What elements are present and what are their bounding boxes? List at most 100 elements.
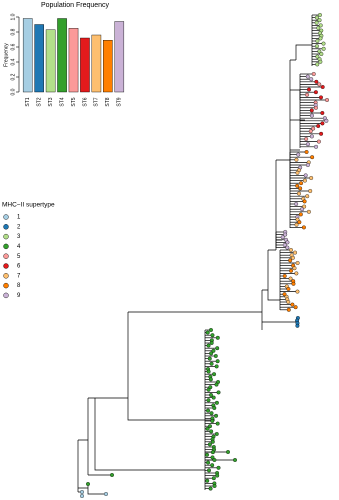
tree-tip [280, 235, 285, 240]
tree-tip [320, 121, 325, 126]
legend-title: MHC−II supertype [2, 202, 55, 209]
tree-tip [226, 450, 230, 454]
tree-tip [308, 189, 313, 193]
tree-tip [319, 52, 324, 56]
tree-tip [307, 87, 311, 92]
tree-tip [294, 222, 299, 227]
tree-tip [316, 124, 321, 128]
x-tick-label: ST3 [48, 97, 54, 106]
tree-tip [293, 250, 297, 255]
tree-tip [303, 173, 308, 178]
tree-tip [80, 494, 84, 498]
tree-tip [209, 361, 214, 366]
tree-tip [324, 118, 329, 123]
legend-label: 7 [17, 273, 21, 279]
tree-tip [207, 356, 212, 361]
tree-tip [110, 473, 114, 477]
legend-label: 9 [17, 293, 21, 299]
tree-tip [207, 468, 211, 473]
tree-tip [206, 343, 211, 348]
tree-tip [321, 41, 326, 46]
tree-tip [215, 359, 220, 364]
tree-branch [128, 289, 297, 330]
tree-tip [296, 191, 301, 196]
tree-tip [302, 204, 307, 209]
tree-tip [302, 199, 307, 204]
tree-tip [319, 131, 324, 136]
legend-swatch [3, 243, 9, 250]
tree-tip [209, 341, 214, 345]
tree-tip [295, 289, 300, 294]
tree-tip [314, 20, 319, 25]
x-tick-label: ST1 [25, 97, 31, 106]
tree-tip [309, 77, 314, 82]
tree-tip [318, 23, 323, 28]
legend-label: 2 [17, 224, 21, 230]
bar [34, 24, 44, 93]
bar [68, 28, 79, 93]
legend-swatch [3, 253, 9, 259]
tree-tip [290, 255, 295, 260]
tree-tip [317, 49, 322, 54]
legend-label: 6 [17, 264, 21, 270]
tree-tip [210, 439, 215, 444]
tree-tip [295, 170, 300, 175]
y-tick-label: 0.2 [10, 73, 16, 80]
tree-tip [318, 59, 323, 64]
tree-tip [294, 271, 299, 276]
tree-tip [314, 144, 319, 149]
tree-tip [283, 232, 288, 237]
tree-tip [282, 274, 287, 278]
tree-tip [205, 452, 209, 457]
tree-tip [297, 220, 302, 225]
tree-tip [294, 157, 299, 162]
tree-tip [208, 377, 213, 382]
tree-tip [282, 243, 287, 247]
tree-tip [295, 261, 300, 265]
tree-tip [214, 364, 219, 369]
bar [114, 21, 125, 93]
tree-tip [288, 248, 293, 252]
tree-tip [313, 90, 318, 95]
tree-tip [285, 245, 290, 250]
tree-tip [320, 85, 325, 89]
tree-tip [205, 426, 210, 431]
tree-tip [325, 98, 329, 102]
tree-tip [208, 424, 212, 429]
tree-branch [77, 440, 106, 495]
tree-tip [298, 212, 303, 217]
tree-tip [216, 465, 221, 470]
tree-tip [288, 258, 293, 263]
tree-tip [317, 82, 322, 87]
tree-tip [211, 348, 216, 353]
tree-tip [209, 429, 214, 434]
tree-tip [210, 455, 215, 460]
legend-swatch [3, 282, 9, 289]
tree-tip [214, 382, 219, 387]
tree-tip [104, 492, 108, 496]
tree-tip [216, 390, 221, 395]
tree-tip [215, 473, 220, 478]
tree-tip [215, 421, 220, 426]
tree-tip [212, 372, 217, 377]
legend-swatch [3, 214, 9, 220]
tree-tip [206, 387, 211, 392]
tree-tip [298, 186, 303, 191]
tree-tip [210, 450, 215, 455]
tree-tip [212, 458, 217, 462]
tree-branch [94, 312, 205, 471]
tree-tip [292, 266, 297, 271]
tree-tip [205, 330, 210, 335]
x-tick-label: ST7 [94, 97, 100, 106]
tree-tip [305, 142, 310, 147]
tree-tip [308, 129, 313, 134]
tree-tip [285, 240, 290, 245]
legend-swatch [3, 263, 9, 269]
tree-tip [310, 155, 315, 160]
y-tick-label: 0.8 [10, 28, 16, 35]
tree-tip [209, 393, 213, 397]
tree-tip [300, 207, 305, 212]
tree-tip [316, 26, 321, 30]
tree-tip [212, 406, 217, 410]
